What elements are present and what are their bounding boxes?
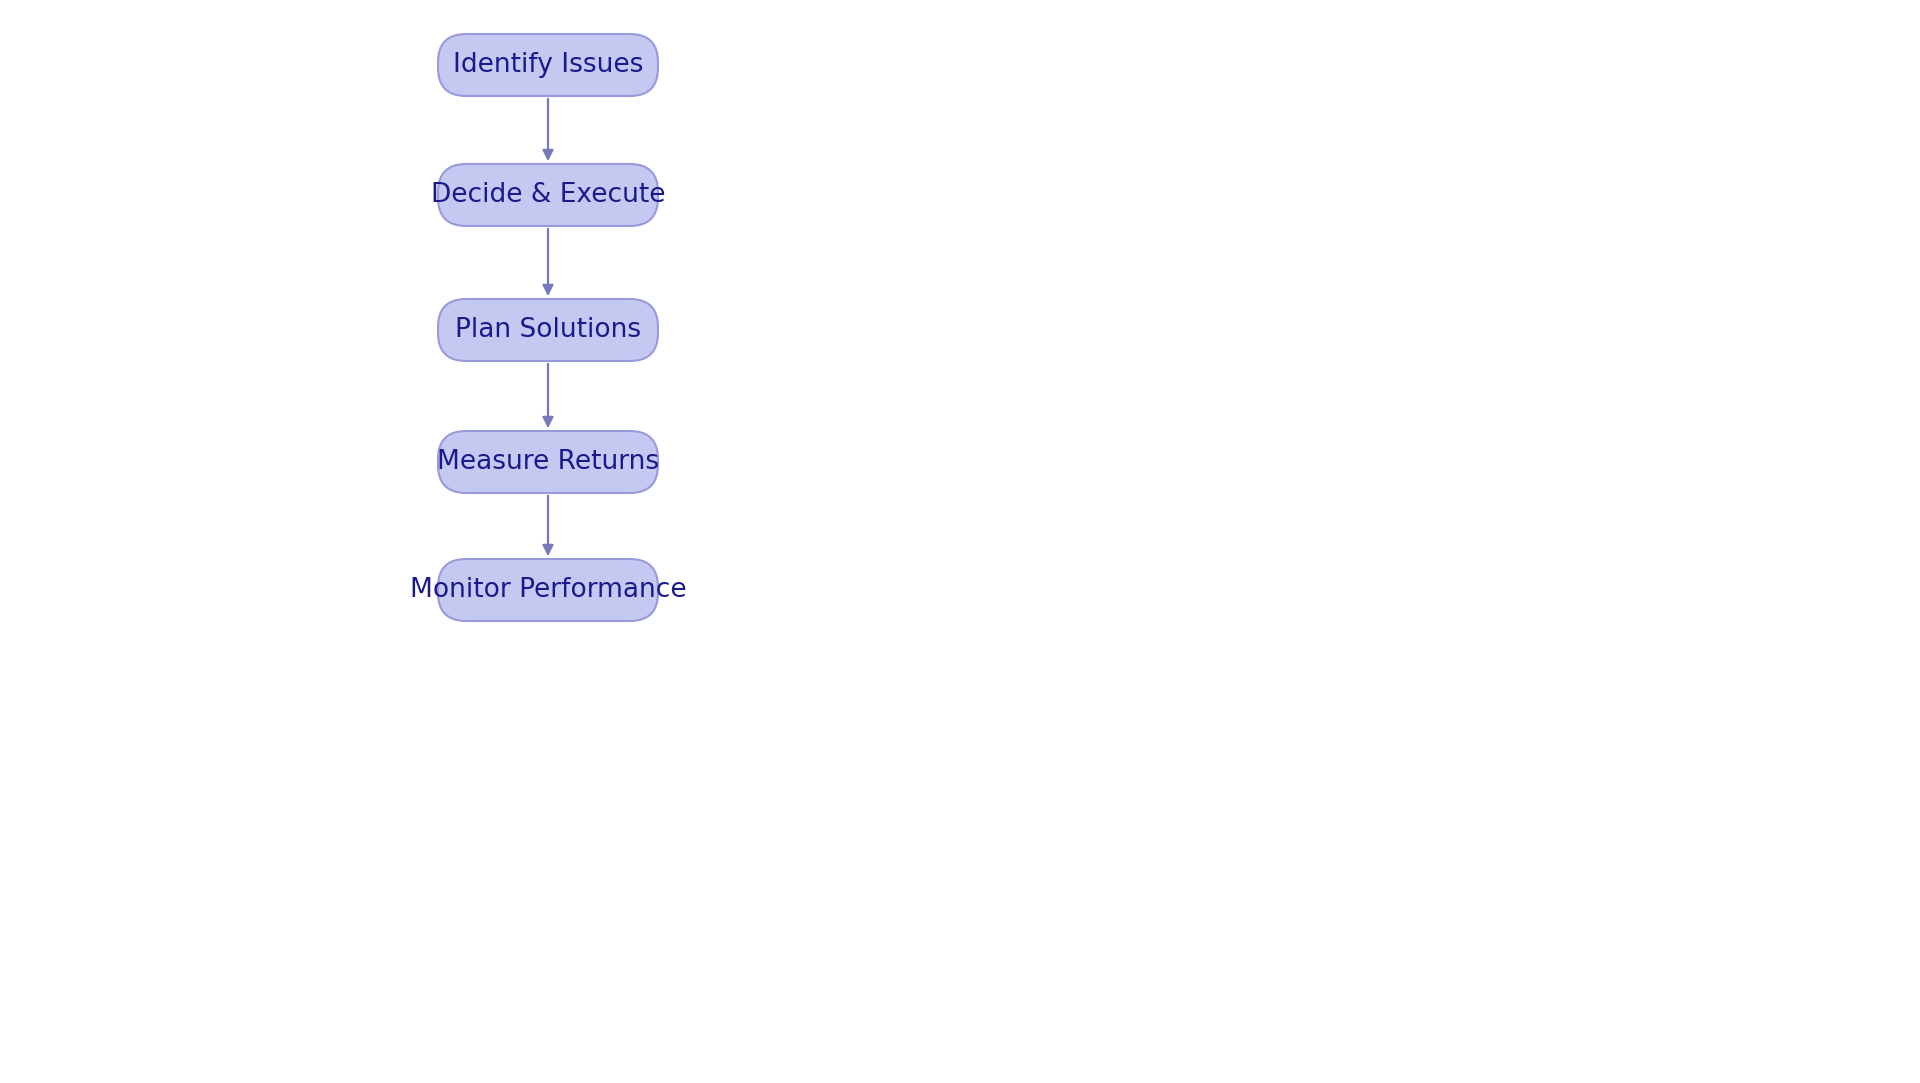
Text: Identify Issues: Identify Issues bbox=[453, 52, 643, 78]
FancyBboxPatch shape bbox=[438, 164, 659, 226]
FancyBboxPatch shape bbox=[438, 34, 659, 96]
Text: Measure Returns: Measure Returns bbox=[438, 449, 659, 475]
Text: Plan Solutions: Plan Solutions bbox=[455, 317, 641, 343]
FancyBboxPatch shape bbox=[438, 299, 659, 361]
FancyBboxPatch shape bbox=[438, 559, 659, 621]
Text: Monitor Performance: Monitor Performance bbox=[409, 577, 685, 603]
Text: Decide & Execute: Decide & Execute bbox=[430, 182, 664, 208]
FancyBboxPatch shape bbox=[438, 431, 659, 493]
